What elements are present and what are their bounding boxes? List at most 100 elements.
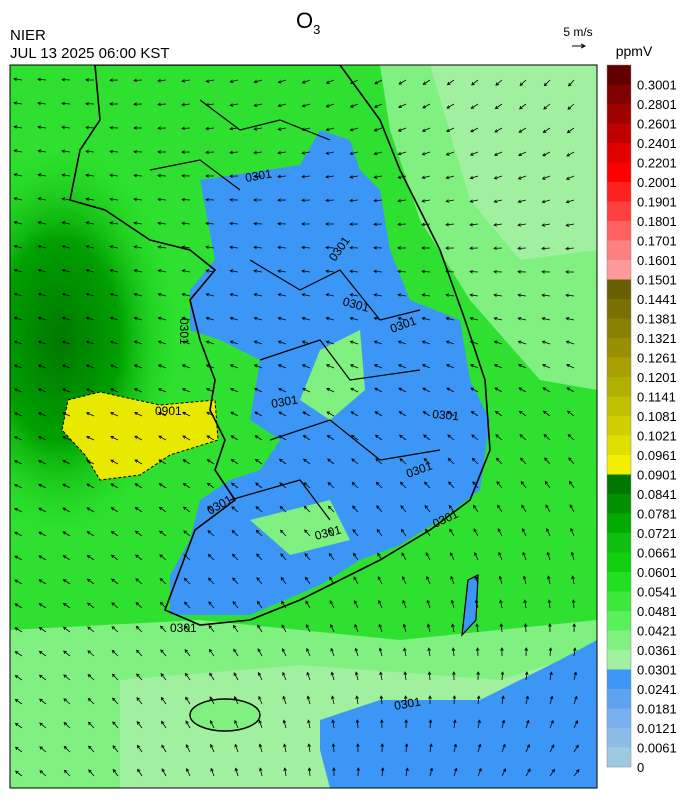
wind-arrow	[305, 576, 311, 585]
wind-arrow	[87, 626, 95, 633]
wind-arrow	[571, 575, 575, 585]
colorbar-label: 0.1321	[637, 331, 677, 346]
wind-arrow	[330, 647, 335, 657]
wind-arrow	[565, 364, 575, 369]
wind-arrow	[469, 269, 479, 274]
wind-arrow	[349, 245, 359, 250]
wind-arrow	[445, 340, 455, 345]
wind-arrow	[160, 673, 167, 681]
wind-arrow	[255, 482, 263, 489]
wind-arrow	[523, 623, 528, 633]
wind-arrow	[301, 79, 311, 84]
colorbar-box	[607, 650, 631, 670]
wind-arrow	[281, 648, 287, 657]
wind-arrow	[400, 505, 407, 513]
wind-arrow	[62, 531, 71, 537]
wind-arrow	[282, 671, 287, 681]
wind-arrow	[380, 767, 385, 777]
wind-arrow	[62, 579, 71, 585]
wind-arrow	[62, 626, 71, 633]
wind-arrow	[397, 151, 407, 156]
colorbar-label: 0.0721	[637, 526, 677, 541]
agency: NIER	[10, 27, 46, 44]
wind-arrow	[37, 220, 47, 225]
wind-arrow	[133, 269, 143, 273]
wind-arrow	[109, 149, 119, 154]
wind-arrow	[379, 695, 384, 705]
wind-arrow	[109, 173, 119, 178]
wind-arrow	[110, 554, 119, 561]
wind-arrow	[494, 387, 503, 393]
wind-arrow	[349, 269, 359, 274]
wind-arrow	[397, 340, 407, 345]
wind-arrow	[157, 126, 167, 130]
colorbar-box	[607, 221, 631, 241]
wind-arrow	[568, 79, 575, 87]
wind-arrow	[185, 720, 191, 729]
wind-arrow	[62, 459, 71, 465]
wind-arrow	[282, 719, 287, 729]
wind-arrow	[493, 340, 503, 345]
wind-arrow	[277, 269, 287, 273]
colorbar-box	[607, 318, 631, 338]
wind-arrow	[301, 340, 311, 345]
province-boundary	[149, 99, 441, 521]
wind-arrow	[136, 720, 143, 729]
wind-arrow	[380, 743, 385, 753]
wind-arrow	[230, 459, 239, 465]
wind-arrow	[474, 599, 479, 609]
wind-arrow	[493, 316, 503, 321]
wind-arrow	[61, 244, 71, 249]
wind-arrow	[87, 721, 95, 729]
wind-arrow	[133, 340, 143, 345]
wind-arrow	[565, 340, 575, 345]
colorbar-label: 0.0121	[637, 721, 677, 736]
wind-arrow	[280, 553, 287, 561]
wind-arrow	[87, 697, 95, 705]
wind-arrow	[181, 340, 191, 345]
wind-arrow	[38, 483, 47, 489]
wind-scale-arrow-head	[580, 43, 587, 49]
wind-arrow	[256, 577, 263, 585]
colorbar-label: 0.2001	[637, 175, 677, 190]
wind-arrow	[521, 528, 527, 537]
wind-arrow	[397, 293, 407, 297]
wind-arrow	[425, 552, 431, 561]
wind-arrow	[517, 199, 527, 204]
wind-arrow	[184, 649, 191, 657]
wind-arrow	[398, 411, 407, 417]
wind-arrow	[111, 602, 119, 609]
colorbar-label: 0.0781	[637, 507, 677, 522]
wind-arrow	[568, 480, 575, 489]
wind-arrow	[109, 340, 119, 345]
wind-arrow	[253, 221, 263, 226]
contour-label: 0301	[244, 166, 273, 184]
wind-arrow	[256, 553, 263, 561]
wind-arrow	[38, 627, 47, 633]
wind-arrow	[373, 198, 383, 203]
wind-arrow	[306, 671, 311, 681]
wind-arrow	[325, 127, 335, 132]
wind-arrow	[61, 340, 71, 345]
wind-arrow	[547, 575, 551, 585]
wind-arrow	[109, 245, 119, 249]
wind-arrow	[518, 127, 527, 133]
wind-arrow	[85, 245, 95, 249]
wind-arrow	[14, 770, 23, 777]
wind-arrow	[549, 695, 554, 705]
wind-arrow	[207, 530, 215, 537]
wind-arrow	[549, 671, 553, 681]
wind-arrow	[373, 269, 383, 274]
title-subscript: 3	[313, 22, 320, 37]
wind-arrow	[134, 530, 143, 537]
wind-arrow	[133, 245, 143, 249]
wind-arrow	[62, 507, 71, 513]
colorbar-box	[607, 162, 631, 182]
wind-arrow	[278, 411, 287, 417]
wind-arrow	[157, 340, 167, 345]
wind-arrow	[255, 529, 263, 537]
wind-arrow	[136, 673, 143, 681]
wind-arrow	[14, 603, 23, 609]
wind-arrow	[525, 695, 530, 705]
